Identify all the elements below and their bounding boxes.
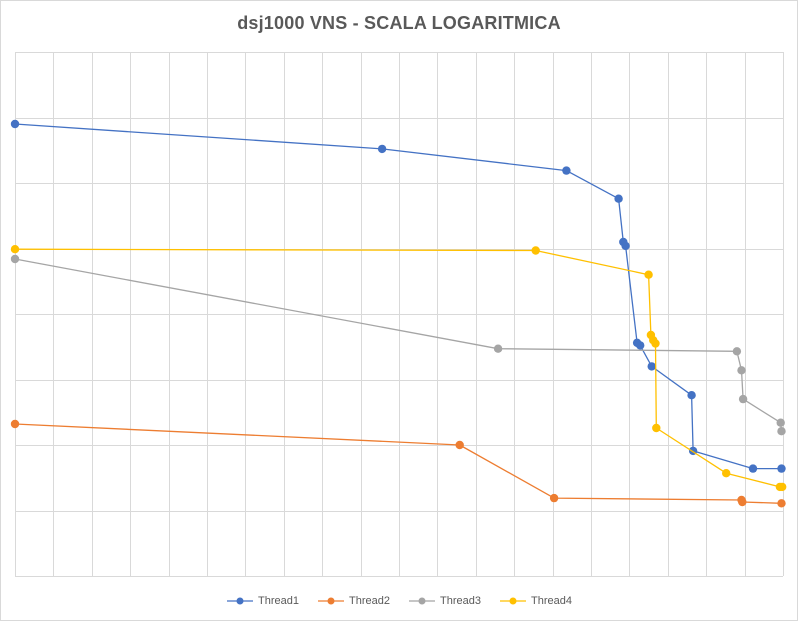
data-point-thread4 (10, 245, 20, 254)
data-point-thread2 (738, 497, 747, 507)
data-point-thread1 (748, 464, 758, 473)
data-point-thread3 (493, 344, 503, 353)
data-point-thread4 (531, 246, 540, 255)
data-point-thread1 (377, 144, 387, 154)
data-point-thread1 (636, 341, 645, 350)
data-point-thread2 (549, 493, 559, 503)
legend-label: Thread3 (440, 595, 481, 607)
legend-marker-icon (409, 597, 435, 605)
data-point-thread2 (10, 419, 20, 429)
chart-title: dsj1000 VNS - SCALA LOGARITMICA (237, 13, 561, 33)
series-line-thread3 (14, 258, 783, 432)
data-point-thread3 (10, 254, 20, 264)
data-point-thread1 (777, 464, 786, 473)
data-point-thread3 (732, 347, 742, 356)
data-point-thread2 (455, 440, 464, 450)
series-line-thread1 (14, 123, 782, 470)
legend-marker-icon (227, 597, 254, 605)
data-point-thread1 (614, 194, 623, 203)
data-point-thread2 (777, 499, 786, 508)
legend-marker-icon (318, 597, 345, 605)
data-point-thread1 (562, 166, 571, 175)
legend-label: Thread1 (258, 595, 300, 607)
data-point-thread3 (776, 418, 785, 427)
legend-item-thread4: Thread4 (499, 595, 572, 607)
legend-item-thread3: Thread3 (408, 595, 481, 607)
data-point-thread4 (722, 469, 731, 478)
series-line-thread2 (14, 423, 782, 504)
data-point-thread4 (651, 339, 660, 348)
legend-item-thread1: Thread1 (226, 595, 299, 607)
data-point-thread1 (647, 362, 656, 371)
data-point-thread4 (778, 482, 787, 492)
legend-label: Thread2 (349, 595, 390, 607)
data-point-thread3 (777, 427, 786, 436)
legend-item-thread2: Thread2 (317, 595, 390, 607)
data-point-thread1 (621, 241, 630, 251)
data-point-thread4 (644, 270, 653, 279)
legend-label: Thread4 (530, 595, 572, 607)
data-point-thread4 (652, 423, 661, 433)
legend-marker-icon (499, 597, 526, 605)
chart-legend: Thread1 Thread2 Thread3 Thread4 (1, 595, 797, 607)
data-point-thread3 (738, 394, 748, 404)
data-point-thread1 (687, 391, 696, 400)
data-point-thread1 (10, 119, 20, 129)
data-point-thread3 (737, 366, 746, 375)
